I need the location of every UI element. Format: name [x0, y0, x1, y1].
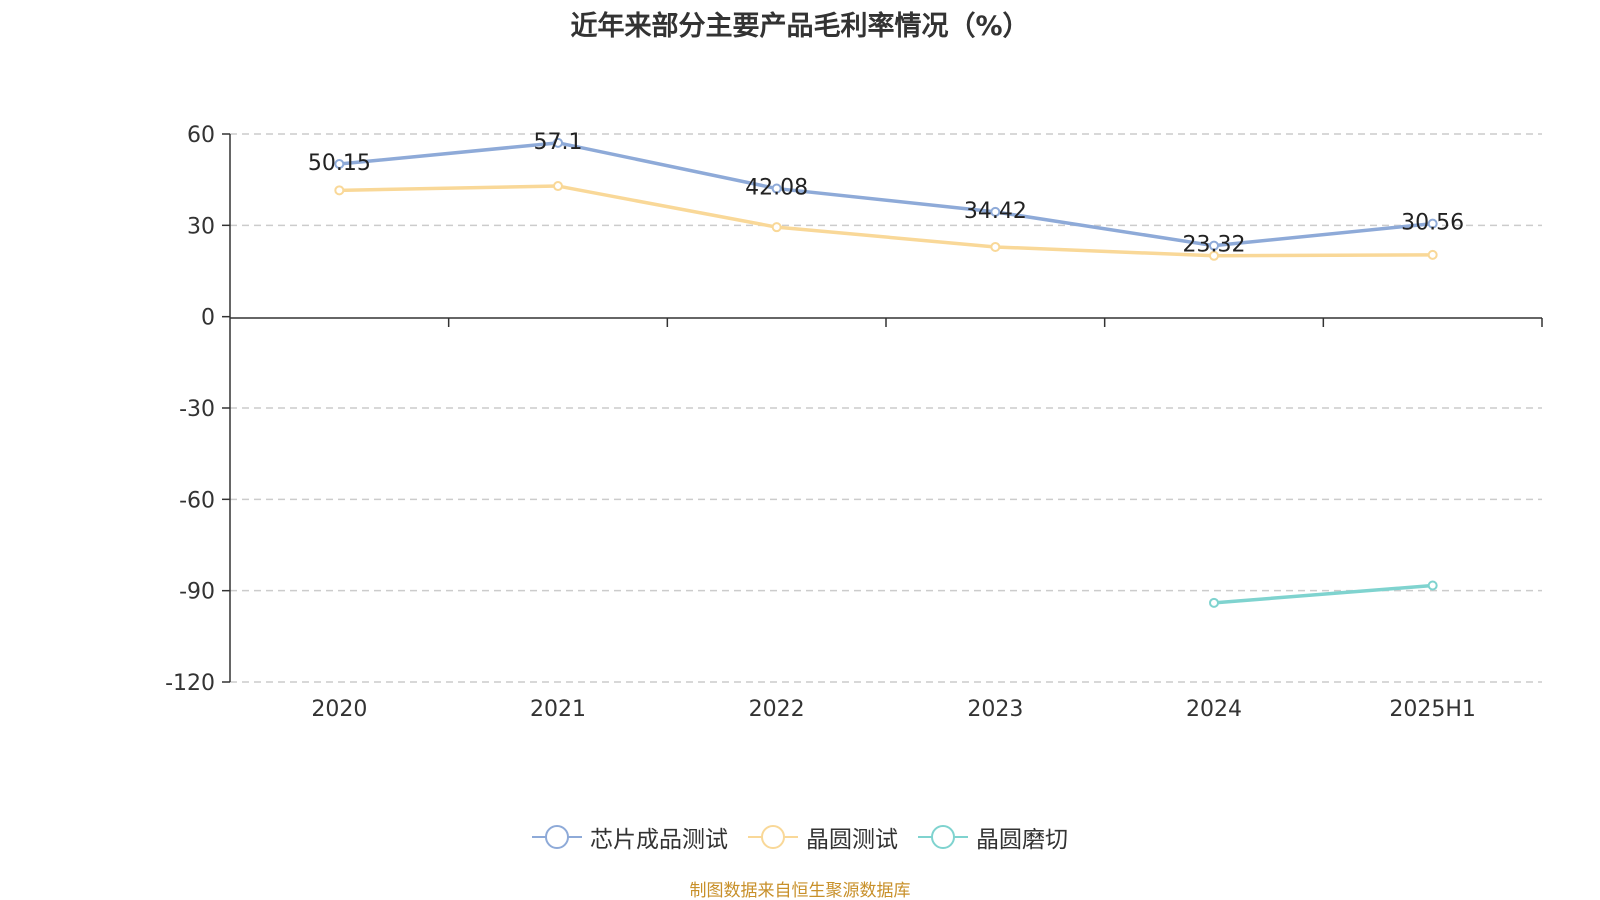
series-line — [337, 141, 1435, 248]
axis-layer: 60 30 0 -30 -60 -90 -120 2020 2021 2022 2023 2024 20… — [165, 123, 1543, 722]
legend-item-chip-test[interactable]: 芯片成品测试 — [532, 820, 728, 854]
x-tick-label: 2025H1 — [1389, 697, 1476, 722]
data-point — [1209, 240, 1219, 251]
y-tick-label: -60 — [179, 488, 215, 513]
data-point — [771, 183, 782, 194]
data-point — [771, 222, 782, 233]
grid-layer — [230, 133, 1542, 683]
chart-title: 近年来部分主要产品毛利率情况（%） — [570, 11, 1030, 42]
data-label: 34.42 — [964, 199, 1027, 224]
legend-item-wafer-grinding[interactable]: 晶圆磨切 — [918, 820, 1068, 854]
data-point — [334, 158, 345, 169]
legend-circle-icon — [545, 825, 569, 849]
legend: 芯片成品测试 晶圆测试 晶圆磨切 — [0, 820, 1600, 854]
data-point — [1209, 250, 1219, 261]
y-tick-label: 0 — [201, 306, 215, 331]
data-point — [990, 241, 1001, 252]
x-tick-label: 2021 — [530, 697, 586, 722]
legend-item-wafer-test[interactable]: 晶圆测试 — [748, 820, 898, 854]
data-point — [1209, 597, 1219, 608]
legend-symbol — [748, 824, 798, 850]
y-tick-label: -120 — [165, 671, 215, 696]
legend-label: 芯片成品测试 — [590, 827, 728, 853]
data-label: 50.15 — [308, 151, 371, 176]
data-point — [1427, 218, 1438, 229]
x-tick-label: 2022 — [749, 697, 805, 722]
x-tick-label: 2023 — [967, 697, 1023, 722]
data-point — [990, 206, 1001, 217]
legend-circle-icon — [931, 825, 955, 849]
legend-symbol — [918, 824, 968, 850]
data-point — [334, 185, 345, 196]
legend-symbol — [532, 824, 582, 850]
data-label: 57.1 — [534, 130, 583, 155]
label-layer: 50.15 57.1 42.08 34.42 23.32 30.56 — [308, 130, 1464, 258]
y-tick-label: 30 — [187, 214, 215, 239]
x-tick-label: 2024 — [1186, 697, 1242, 722]
data-label: 30.56 — [1401, 211, 1464, 236]
series-layer — [334, 137, 1438, 608]
data-point — [1427, 580, 1438, 591]
legend-label: 晶圆磨切 — [976, 827, 1068, 853]
y-tick-label: -90 — [179, 580, 215, 605]
series-line — [1212, 583, 1435, 605]
data-point — [1427, 249, 1438, 260]
series-line — [337, 184, 1435, 258]
data-point — [553, 181, 563, 192]
data-point — [553, 137, 563, 148]
data-label: 23.32 — [1183, 233, 1246, 258]
data-source-note: 制图数据来自恒生聚源数据库 — [689, 881, 911, 900]
y-tick-label: -30 — [179, 397, 215, 422]
legend-circle-icon — [761, 825, 785, 849]
legend-label: 晶圆测试 — [806, 827, 898, 853]
x-tick-label: 2020 — [311, 697, 367, 722]
y-tick-label: 60 — [187, 123, 215, 148]
data-label: 42.08 — [745, 176, 808, 201]
